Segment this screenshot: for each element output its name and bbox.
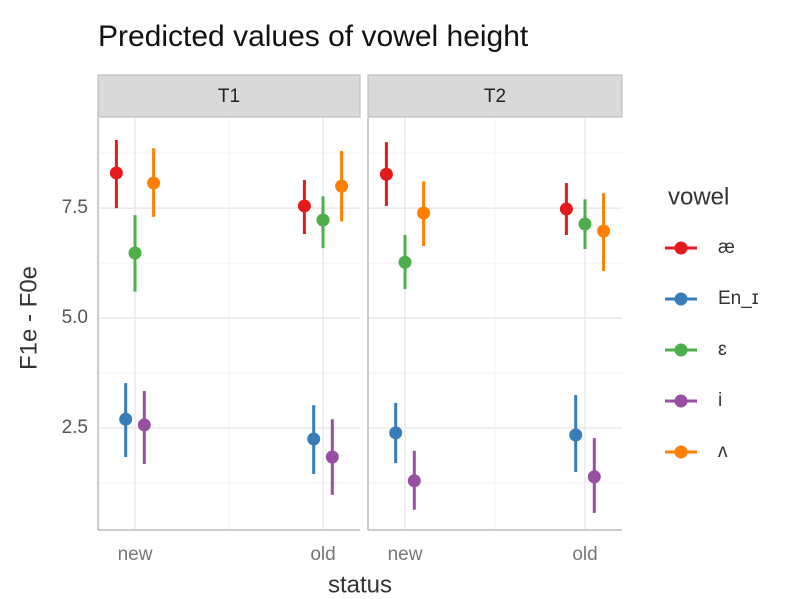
y-tick-label: 2.5	[62, 417, 88, 438]
point	[389, 426, 403, 440]
x-tick-label: new	[388, 544, 423, 565]
x-tick-label: old	[572, 544, 597, 565]
x-axis-label: status	[328, 571, 392, 598]
legend-title: vowel	[668, 183, 729, 210]
legend-key-point	[674, 241, 688, 255]
y-tick-label: 5.0	[62, 307, 88, 328]
point	[417, 206, 431, 220]
point	[407, 474, 421, 488]
point	[147, 176, 161, 190]
point	[335, 179, 349, 193]
point	[559, 202, 573, 216]
legend-label: ʌ	[718, 441, 728, 462]
strip	[367, 74, 623, 118]
y-axis-label: F1e - F0e	[15, 266, 42, 370]
point	[597, 224, 611, 238]
x-tick-label: old	[310, 544, 335, 565]
strip-label: T1	[218, 86, 240, 107]
point	[316, 213, 330, 227]
point	[398, 255, 412, 269]
point	[137, 418, 151, 432]
point	[128, 246, 142, 260]
legend-key-point	[674, 292, 688, 306]
point	[119, 412, 133, 426]
legend-label: i	[718, 390, 722, 411]
point	[578, 217, 592, 231]
legend-label: En_ɪ	[718, 288, 759, 309]
point	[297, 199, 311, 213]
strip	[97, 74, 361, 118]
legend-label: ɛ	[718, 339, 727, 360]
point	[109, 166, 123, 180]
point	[379, 167, 393, 181]
legend-label: æ	[718, 237, 735, 258]
point	[307, 432, 321, 446]
strip-label: T2	[484, 86, 506, 107]
chart-title: Predicted values of vowel height	[98, 20, 529, 53]
legend-key-point	[674, 343, 688, 357]
point	[587, 470, 601, 484]
legend-key-point	[674, 445, 688, 459]
point	[325, 450, 339, 464]
x-tick-label: new	[118, 544, 153, 565]
y-tick-label: 7.5	[62, 197, 88, 218]
point	[569, 428, 583, 442]
legend-key-point	[674, 394, 688, 408]
